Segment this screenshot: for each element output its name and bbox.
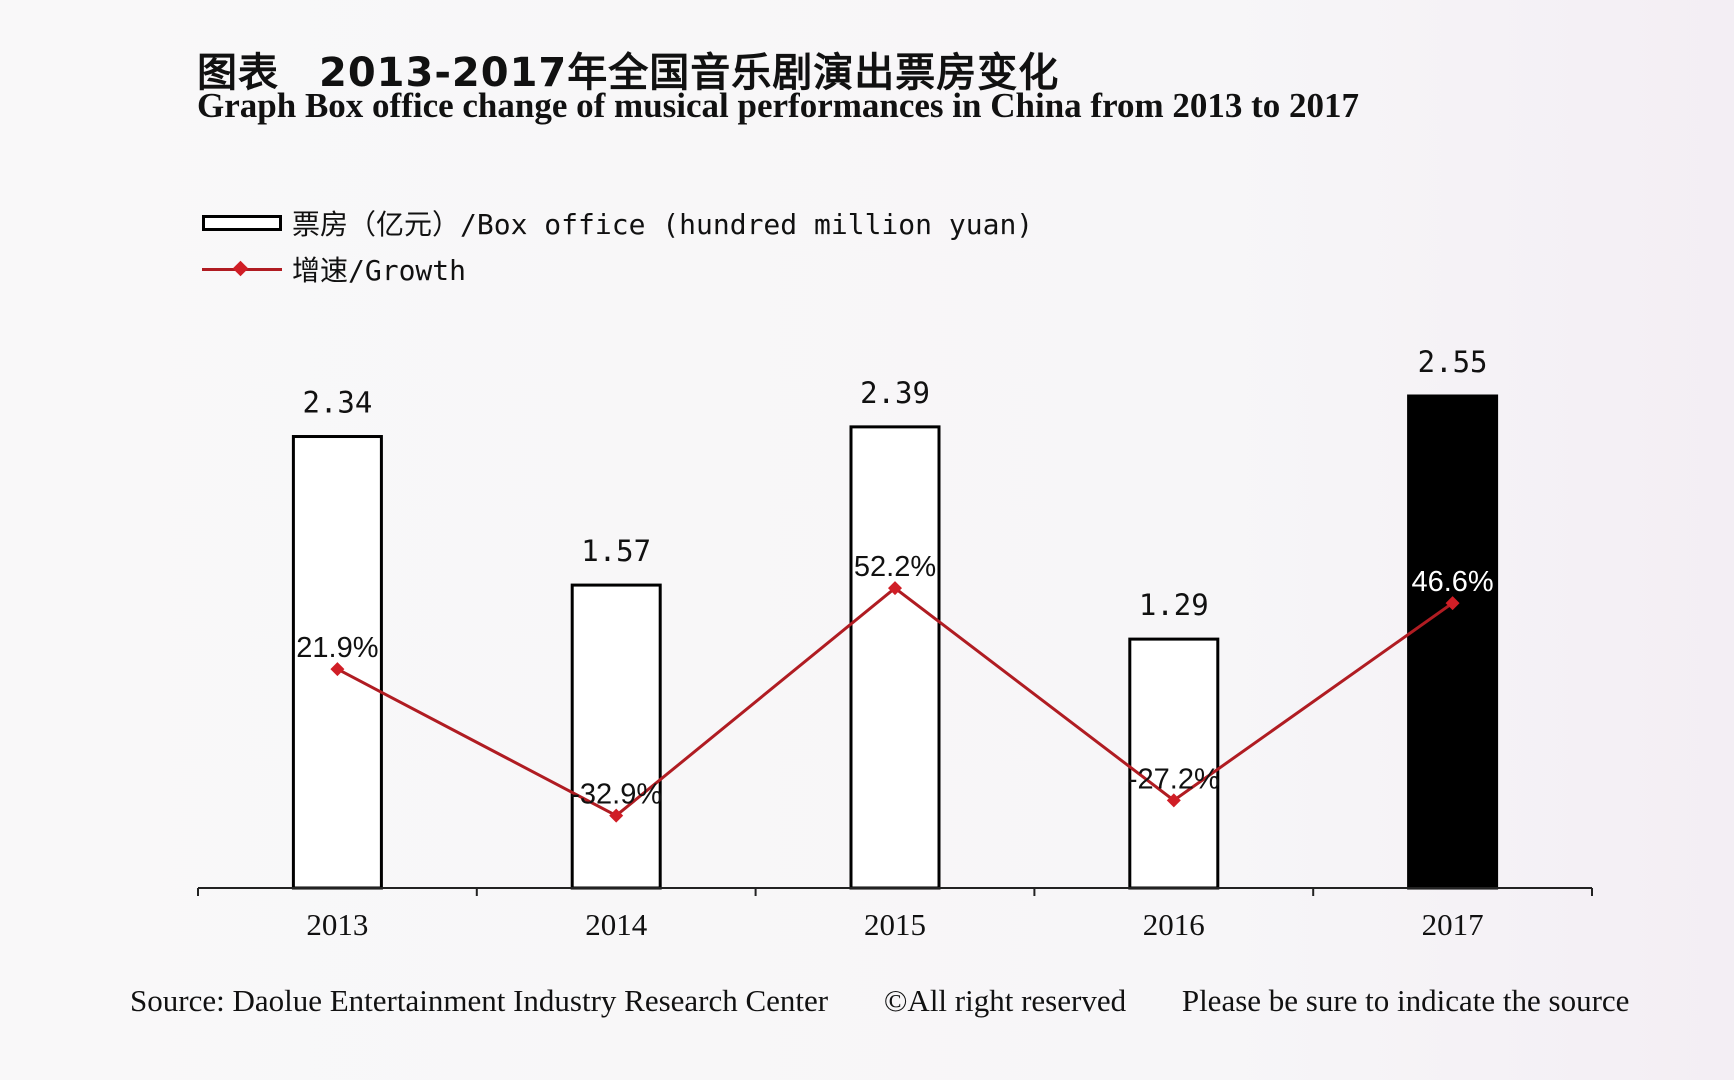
growth-point-2016 [1166, 793, 1181, 808]
legend-bar-swatch [202, 215, 282, 231]
chart-title-cn: 图表 2013-2017年全国音乐剧演出票房变化 [197, 40, 1059, 98]
x-tick-label-2017: 2017 [1422, 907, 1484, 942]
legend: 票房（亿元）/Box office (hundred million yuan)… [202, 200, 1033, 292]
bar-label-2014: 1.57 [581, 534, 651, 568]
rights-text: ©All right reserved [883, 983, 1127, 1018]
growth-label-2015: 52.2% [854, 551, 936, 583]
legend-bar-label: 票房（亿元）/Box office (hundred million yuan) [292, 208, 1034, 241]
bar-2017 [1407, 394, 1499, 890]
bar-2016 [1128, 637, 1220, 890]
growth-label-2013: 21.9% [296, 632, 378, 664]
growth-point-2014 [609, 808, 624, 823]
source-text: Source: Daolue Entertainment Industry Re… [130, 983, 829, 1018]
title-prefix: 图表 [197, 50, 279, 96]
chart-title-en: Graph Box office change of musical perfo… [197, 86, 1360, 125]
bar-label-2016: 1.29 [1139, 588, 1209, 622]
growth-point-2013 [330, 662, 345, 677]
x-tick-label-2015: 2015 [864, 907, 926, 942]
bar-label-2013: 2.34 [302, 386, 372, 420]
x-tick-label-2014: 2014 [585, 907, 648, 942]
note-text: Please be sure to indicate the source [1181, 983, 1630, 1018]
legend-line-swatch [202, 261, 282, 277]
title-cn-text: 2013-2017年全国音乐剧演出票房变化 [319, 50, 1060, 96]
bar-label-2015: 2.39 [860, 376, 930, 410]
x-tick-label-2013: 2013 [306, 907, 368, 942]
legend-item-growth: 增速/Growth [202, 246, 1033, 292]
growth-label-2016: -27.2% [1128, 763, 1220, 795]
bar-2015 [849, 425, 941, 890]
growth-point-2015 [888, 581, 902, 596]
legend-item-box-office: 票房（亿元）/Box office (hundred million yuan) [202, 200, 1033, 246]
growth-point-2017 [1445, 596, 1460, 611]
growth-label-2014: -32.9% [570, 779, 662, 811]
footer: Source: Daolue Entertainment Industry Re… [130, 983, 1677, 1019]
bar-label-2017: 2.55 [1418, 345, 1488, 379]
legend-line-label: 增速/Growth [292, 254, 467, 287]
bar-2014 [570, 583, 662, 890]
x-tick-label-2016: 2016 [1143, 907, 1205, 942]
growth-label-2017: 46.6% [1411, 566, 1493, 598]
